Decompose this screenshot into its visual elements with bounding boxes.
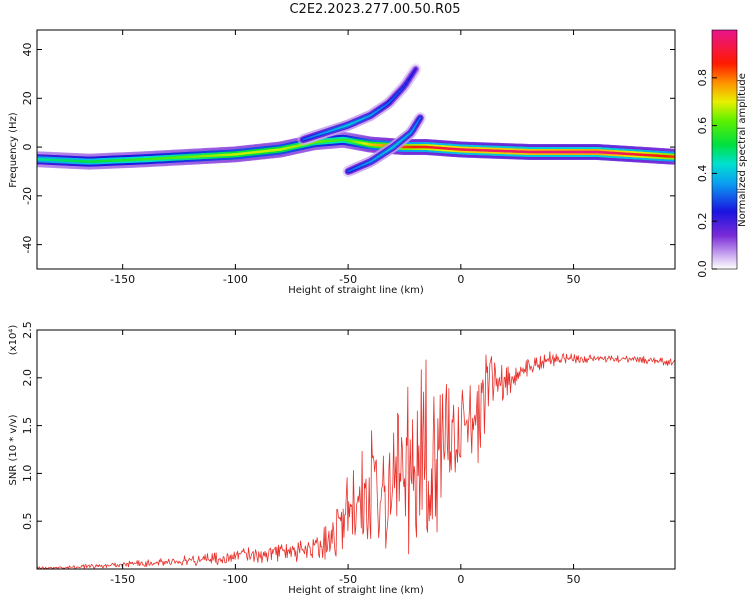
page-title: C2E2.2023.277.00.50.R05	[289, 2, 461, 17]
colorbar-label: Normalized spectral amplitude	[737, 73, 748, 227]
x-tick-label: 50	[567, 273, 581, 286]
spectrogram-ridges	[37, 63, 675, 178]
y-tick-label: 40	[21, 43, 34, 57]
spectral-ridge	[342, 112, 426, 178]
x-tick-label: -150	[110, 573, 135, 586]
colorbar-tick-label: 0.2	[696, 212, 709, 230]
snr-x-ticks: -150 -100 -50 0 50	[110, 330, 581, 586]
y-tick-label: 0.5	[21, 512, 34, 530]
y-tick-label: 1.0	[21, 465, 34, 483]
colorbar: 0.0 0.2 0.4 0.6 0.8 Normalized spectral ampl…	[696, 29, 748, 278]
colorbar-tick-label: 0.4	[696, 165, 709, 183]
colorbar-frame	[711, 29, 738, 270]
snr-panel: -150 -100 -50 0 50 0.5 1.0 1.5 2.0 2.5 Height of…	[8, 321, 676, 596]
x-tick-label: -100	[223, 573, 248, 586]
snr-y-ticks: 0.5 1.0 1.5 2.0 2.5	[21, 321, 675, 530]
x-tick-label: -100	[223, 273, 248, 286]
spectral-ridge	[297, 63, 422, 146]
snr-line	[37, 351, 675, 569]
spectrogram-x-axis-title: Height of straight line (km)	[288, 285, 424, 296]
snr-series	[37, 351, 675, 569]
y-tick-label: 1.5	[21, 417, 34, 435]
ridge-segment	[413, 68, 417, 73]
y-tick-label: 0	[21, 144, 34, 151]
y-tick-label: -20	[21, 187, 34, 205]
x-tick-label: -50	[339, 273, 357, 286]
y-tick-label: -40	[21, 236, 34, 254]
snr-y-axis-title: SNR (10 * v/v)	[8, 414, 19, 485]
colorbar-tick-label: 0.0	[696, 260, 709, 278]
ridge-segment	[417, 116, 422, 122]
colorbar-ticks: 0.0 0.2 0.4 0.6 0.8	[696, 69, 717, 278]
y-tick-label: 2.0	[21, 369, 34, 387]
y-tick-label: 20	[21, 91, 34, 105]
snr-background	[37, 330, 675, 569]
x-tick-label: 50	[567, 573, 581, 586]
colorbar-tick-label: 0.8	[696, 69, 709, 87]
spectrogram-y-ticks: 40 20 0 -20 -40	[21, 43, 675, 254]
colorbar-gradient	[712, 30, 737, 269]
x-tick-label: -150	[110, 273, 135, 286]
x-tick-label: 0	[457, 573, 464, 586]
snr-x-axis-title: Height of straight line (km)	[288, 585, 424, 596]
snr-y-multiplier: (x10⁴)	[8, 325, 19, 356]
spectrogram-x-ticks: -150 -100 -50 0 50	[110, 30, 581, 286]
x-tick-label: -50	[339, 573, 357, 586]
snr-frame	[36, 329, 676, 570]
spectrogram-panel: -150 -100 -50 0 50 40 20 0 -20 -40 Height of str…	[8, 29, 676, 296]
x-tick-label: 0	[457, 273, 464, 286]
spectrogram-frame	[36, 29, 676, 270]
colorbar-tick-label: 0.6	[696, 117, 709, 135]
y-tick-label: 2.5	[21, 321, 34, 339]
spectrogram-y-axis-title: Frequency (Hz)	[8, 112, 19, 188]
